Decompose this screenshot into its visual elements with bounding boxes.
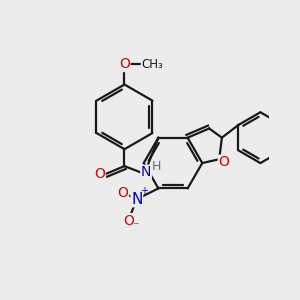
Text: O: O [94,167,105,181]
Text: CH₃: CH₃ [141,58,163,71]
Text: N: N [141,165,151,179]
Text: O: O [218,155,229,169]
Text: O: O [119,58,130,71]
Text: +: + [140,187,148,196]
Text: H: H [152,160,161,172]
Text: N: N [131,192,142,207]
Text: O: O [124,214,134,228]
Text: ⁻: ⁻ [132,220,139,233]
Text: O: O [118,186,128,200]
